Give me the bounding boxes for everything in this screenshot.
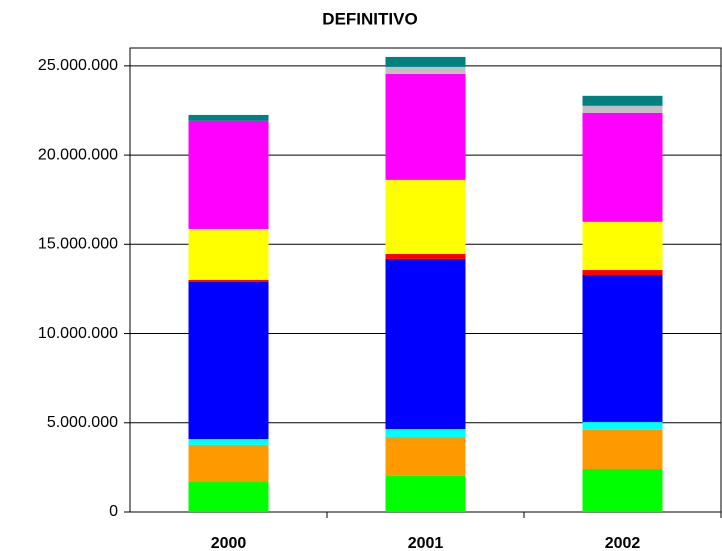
bar-segment [582,468,663,512]
x-tick-label: 2001 [408,535,444,551]
y-tick-label: 5.000.000 [47,414,118,431]
bar-segment [582,429,663,469]
bar-segment [582,422,663,430]
bar-segment [188,444,269,483]
bar-segment [385,437,466,476]
bar-segment [188,280,269,282]
bar-segment [385,66,466,74]
bar-segment [188,281,269,440]
bar-segment [582,275,663,423]
y-tick-label: 10.000.000 [38,325,118,342]
bar-segment [582,105,663,113]
bar-segment [385,258,466,430]
bar-segment [188,482,269,512]
bar-segment [385,253,466,259]
bar-segment [188,114,269,121]
y-tick-label: 25.000.000 [38,57,118,74]
bar-segment [385,179,466,254]
bar-segment [582,270,663,276]
bar-segment [188,228,269,280]
bar-segment [385,73,466,180]
bar-segment [385,56,466,67]
bar-segment [188,439,269,445]
y-tick-label: 15.000.000 [38,236,118,253]
bar-segment [582,221,663,271]
bar-segment [385,475,466,512]
bar-segment [582,95,663,106]
x-tick-label: 2000 [211,535,247,551]
bar-segment [582,112,663,222]
y-tick-label: 20.000.000 [38,146,118,163]
bar-segment [188,120,269,229]
chart-title: DEFINITIVO [322,9,417,28]
bar-segment [385,429,466,438]
y-tick-label: 0 [109,503,118,520]
x-tick-label: 2002 [605,535,641,551]
